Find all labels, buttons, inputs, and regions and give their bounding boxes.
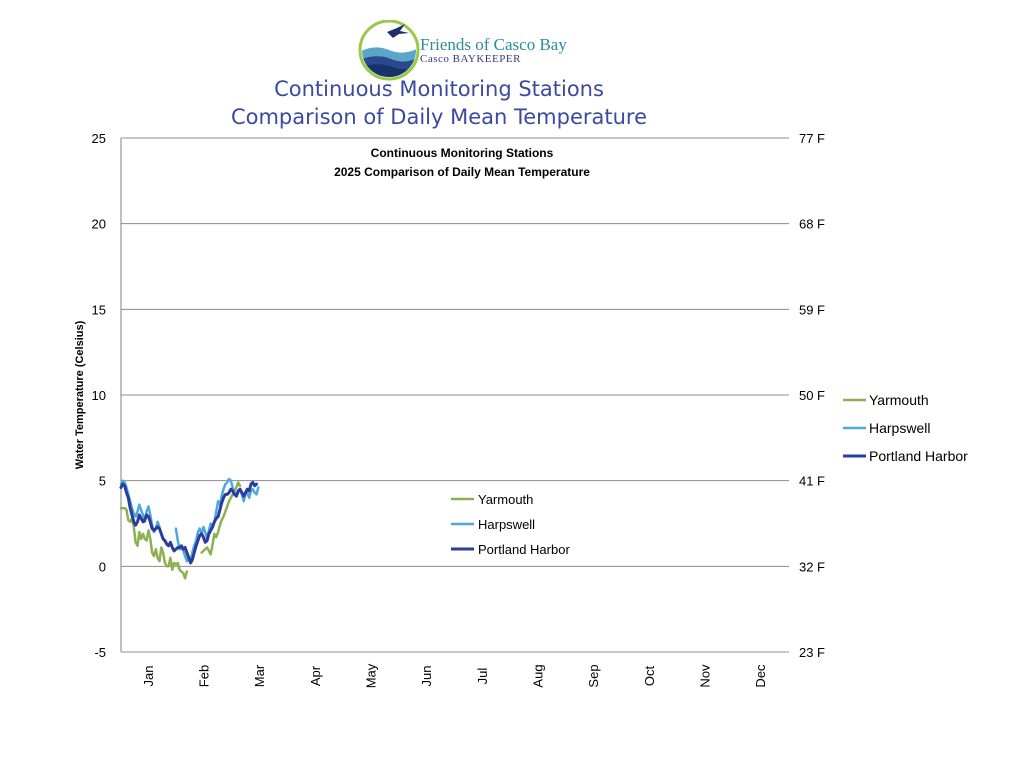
y2-tick-label: 77 F	[799, 131, 825, 146]
legend-label: Harpswell	[478, 517, 535, 532]
x-tick-label: Dec	[753, 664, 768, 688]
x-tick-label: Jun	[419, 666, 434, 687]
y2-tick-label: 59 F	[799, 302, 825, 317]
y-tick-labels: -5 0 5 10 15 20 25	[92, 131, 106, 660]
grid-lines	[121, 137, 789, 653]
x-tick-label: Nov	[698, 664, 713, 688]
x-tick-labels: Jan Feb Mar Apr May Jun Jul Aug Sep Oct Nov Dec	[141, 663, 768, 688]
x-tick-label: Oct	[642, 666, 657, 687]
logo-text: Friends of Casco Bay Casco BAYKEEPER	[420, 36, 567, 65]
y2-tick-label: 50 F	[799, 388, 825, 403]
org-subtitle: Casco BAYKEEPER	[420, 53, 521, 65]
page-title-line1: Continuous Monitoring Stations	[274, 77, 604, 101]
y2-tick-label: 41 F	[799, 474, 825, 489]
y-axis-label: Water Temperature (Celsius)	[74, 320, 86, 469]
y2-tick-label: 23 F	[799, 645, 825, 660]
side-legend-label: Harpswell	[869, 420, 930, 436]
x-tick-label: Sep	[586, 664, 601, 687]
series-line	[119, 506, 189, 580]
legend-label: Yarmouth	[478, 492, 533, 507]
x-tick-label: Mar	[252, 664, 267, 687]
y-tick-label: -5	[94, 645, 106, 660]
y-tick-label: 10	[92, 388, 106, 403]
side-legend: Yarmouth Harpswell Portland Harbor	[843, 392, 968, 464]
series-line	[119, 480, 258, 565]
chart-title-line2: 2025 Comparison of Daily Mean Temperatur…	[334, 165, 590, 179]
x-tick-label: Jul	[475, 668, 490, 685]
y2-tick-labels: 23 F 32 F 41 F 50 F 59 F 68 F 77 F	[799, 131, 825, 660]
y-tick-label: 25	[92, 131, 106, 146]
x-tick-label: May	[364, 663, 379, 688]
y2-tick-label: 68 F	[799, 217, 825, 232]
page-title-line2: Comparison of Daily Mean Temperature	[230, 105, 648, 129]
x-tick-label: Aug	[531, 664, 546, 687]
chart-legend: Yarmouth Harpswell Portland Harbor	[451, 492, 570, 557]
x-tick-label: Jan	[141, 666, 156, 687]
side-legend-label: Portland Harbor	[869, 448, 968, 464]
series-lines	[119, 477, 260, 580]
friends-of-casco-bay-logo	[358, 20, 420, 81]
y-tick-label: 15	[92, 302, 106, 317]
x-tick-label: Feb	[197, 665, 212, 687]
side-legend-label: Yarmouth	[869, 392, 929, 408]
y-tick-label: 5	[99, 474, 106, 489]
org-name: Friends of Casco Bay	[420, 35, 567, 54]
chart-title-line1: Continuous Monitoring Stations	[371, 146, 554, 160]
y2-tick-label: 32 F	[799, 559, 825, 574]
y-tick-label: 0	[99, 559, 106, 574]
y-tick-label: 20	[92, 217, 106, 232]
x-tick-label: Apr	[308, 665, 323, 686]
legend-label: Portland Harbor	[478, 542, 570, 557]
